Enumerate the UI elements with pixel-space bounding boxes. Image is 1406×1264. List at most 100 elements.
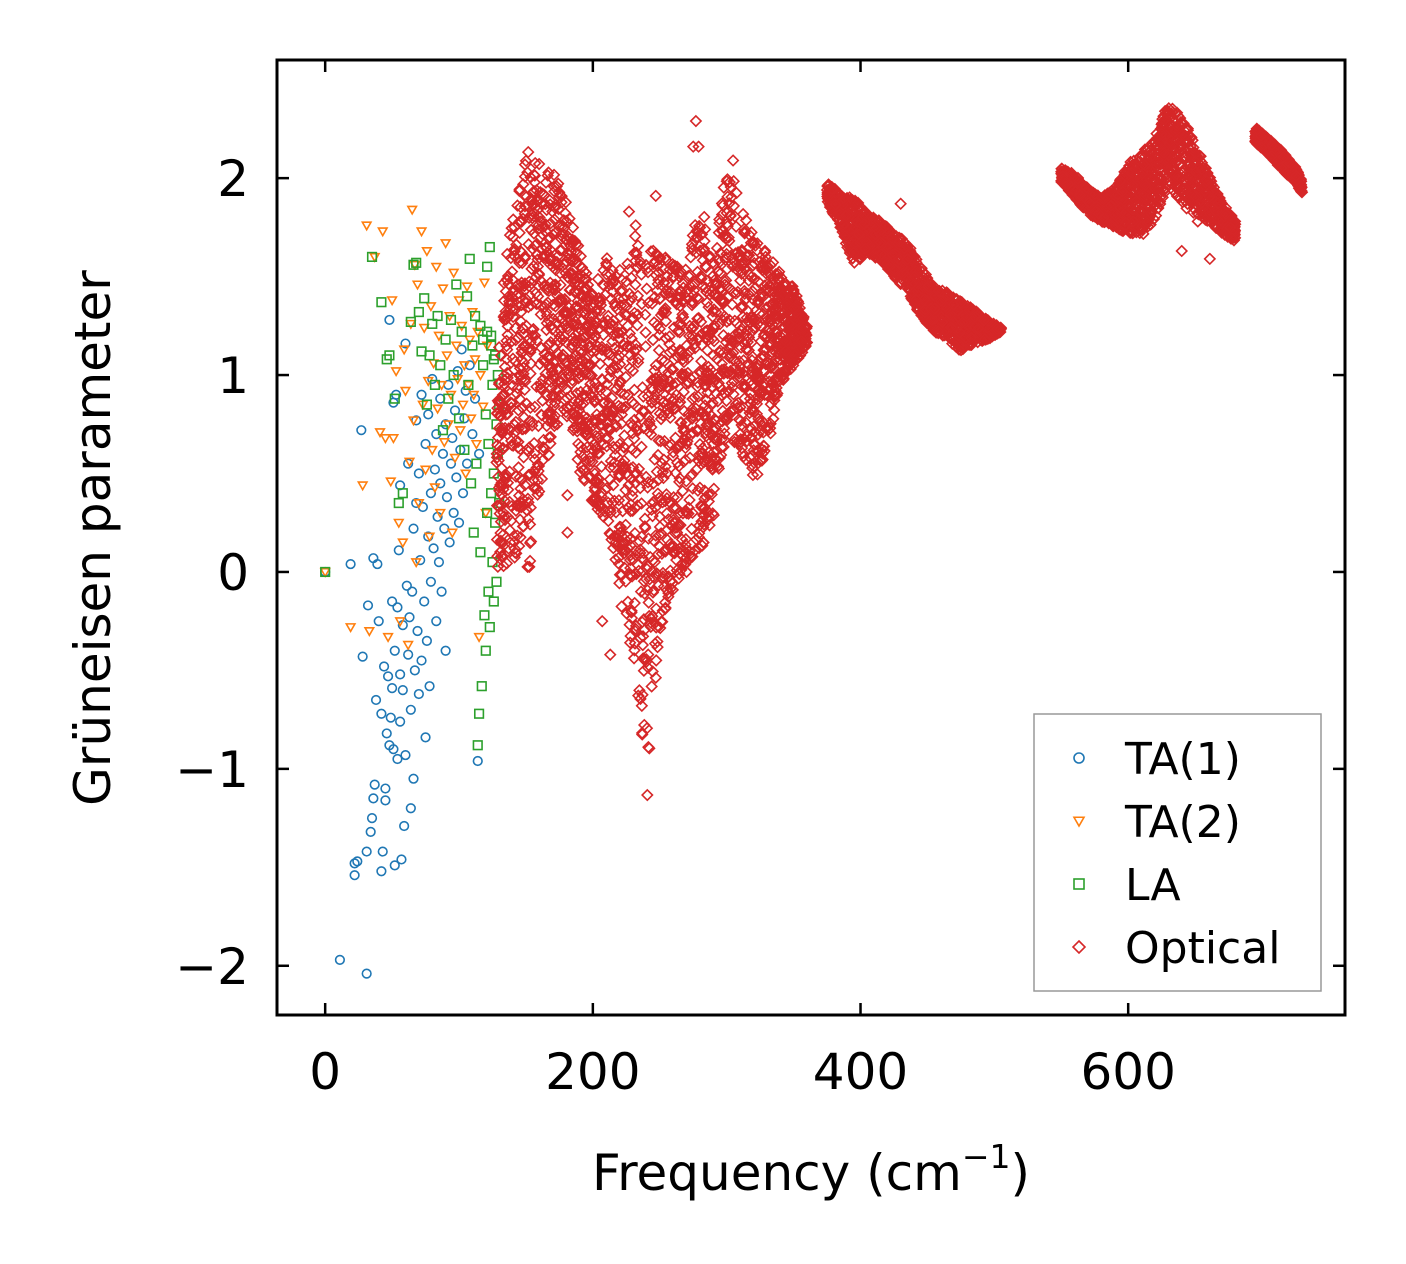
data-point-optical bbox=[607, 461, 621, 474]
data-point-optical bbox=[511, 381, 525, 395]
data-point-optical bbox=[690, 424, 704, 438]
data-point-ta-1- bbox=[429, 464, 441, 475]
data-point-optical bbox=[752, 456, 765, 470]
data-point-optical bbox=[692, 219, 706, 233]
data-point-optical bbox=[704, 250, 718, 264]
data-point-ta-2- bbox=[429, 483, 441, 494]
data-point-optical bbox=[626, 427, 639, 440]
data-point-optical bbox=[746, 402, 759, 415]
data-point-optical bbox=[528, 447, 541, 460]
data-point-optical bbox=[579, 358, 592, 371]
data-point-optical bbox=[778, 320, 792, 334]
data-point-optical bbox=[859, 210, 873, 224]
data-point-ta-2- bbox=[469, 355, 481, 366]
data-point-optical bbox=[641, 788, 654, 802]
data-point-ta-2- bbox=[474, 371, 487, 381]
data-point-ta-1- bbox=[396, 854, 407, 865]
data-point-optical bbox=[675, 285, 688, 298]
data-point-la bbox=[421, 399, 432, 410]
data-point-optical bbox=[694, 499, 708, 512]
data-point-optical bbox=[946, 330, 959, 343]
data-point-optical bbox=[782, 345, 796, 359]
data-point-optical bbox=[766, 303, 780, 316]
data-point-optical bbox=[508, 542, 522, 556]
data-point-optical bbox=[611, 531, 625, 545]
data-point-optical bbox=[562, 249, 576, 262]
data-point-optical bbox=[491, 431, 505, 444]
data-point-ta-2- bbox=[399, 386, 412, 397]
data-point-optical bbox=[964, 331, 978, 345]
data-point-ta-1- bbox=[362, 600, 374, 611]
data-point-la bbox=[473, 708, 485, 719]
data-point-optical bbox=[616, 504, 629, 518]
data-point-ta-2- bbox=[410, 558, 422, 569]
data-point-optical bbox=[743, 406, 756, 420]
data-point-optical bbox=[693, 519, 706, 532]
data-point-optical bbox=[645, 374, 658, 387]
data-point-optical bbox=[562, 364, 576, 377]
data-point-optical bbox=[787, 301, 801, 315]
data-point-optical bbox=[978, 332, 992, 346]
data-point-optical bbox=[531, 473, 545, 487]
data-point-ta-1- bbox=[440, 645, 451, 656]
data-point-ta-2- bbox=[461, 282, 473, 293]
data-point-la bbox=[405, 316, 416, 327]
data-point-optical bbox=[630, 261, 644, 274]
data-point-optical bbox=[661, 381, 675, 395]
data-point-optical bbox=[615, 325, 629, 339]
data-point-optical bbox=[715, 197, 729, 210]
data-point-optical bbox=[559, 305, 572, 319]
data-point-optical bbox=[718, 295, 731, 308]
data-point-optical bbox=[677, 404, 691, 418]
data-point-ta-2- bbox=[421, 246, 433, 257]
data-point-ta-1- bbox=[425, 576, 437, 587]
data-point-optical bbox=[771, 335, 784, 348]
data-point-la bbox=[456, 326, 467, 337]
data-point-optical bbox=[750, 444, 764, 458]
data-point-optical bbox=[518, 383, 531, 397]
data-point-optical bbox=[770, 355, 784, 368]
data-point-optical bbox=[662, 439, 676, 452]
data-point-optical bbox=[680, 416, 693, 429]
data-point-optical bbox=[558, 319, 572, 332]
data-point-optical bbox=[717, 328, 730, 342]
data-point-optical bbox=[579, 428, 593, 442]
data-point-optical bbox=[511, 441, 525, 454]
data-point-optical bbox=[893, 235, 907, 249]
data-point-optical bbox=[623, 294, 637, 308]
data-point-optical bbox=[635, 699, 649, 713]
data-point-optical bbox=[672, 291, 686, 305]
data-point-optical bbox=[591, 340, 605, 353]
data-point-optical bbox=[492, 499, 505, 513]
data-point-ta-1- bbox=[400, 338, 411, 349]
data-point-optical bbox=[683, 451, 697, 465]
data-point-optical bbox=[606, 478, 620, 492]
data-point-la bbox=[490, 517, 501, 528]
data-point-optical bbox=[953, 326, 967, 339]
data-point-ta-2- bbox=[465, 414, 477, 425]
series-ta-1- bbox=[320, 314, 485, 979]
data-point-ta-1- bbox=[407, 586, 418, 597]
data-point-ta-2- bbox=[443, 311, 456, 322]
data-point-optical bbox=[520, 296, 533, 309]
data-point-optical bbox=[968, 310, 982, 324]
data-point-optical bbox=[571, 239, 585, 253]
data-point-la bbox=[467, 340, 478, 351]
data-point-optical bbox=[512, 461, 525, 474]
data-point-optical bbox=[591, 496, 605, 509]
data-point-optical bbox=[516, 422, 530, 436]
data-point-ta-1- bbox=[366, 812, 378, 824]
data-point-optical bbox=[679, 453, 692, 467]
data-point-optical bbox=[528, 156, 542, 170]
data-point-la bbox=[480, 645, 491, 656]
data-point-optical bbox=[731, 264, 744, 278]
data-point-optical bbox=[511, 287, 525, 300]
data-point-optical bbox=[577, 265, 591, 278]
data-point-la bbox=[483, 586, 494, 597]
series-la bbox=[320, 241, 505, 751]
data-point-optical bbox=[602, 371, 616, 385]
data-point-optical bbox=[767, 403, 781, 417]
data-point-optical bbox=[739, 370, 753, 383]
data-point-optical bbox=[620, 275, 633, 288]
data-point-ta-2- bbox=[385, 477, 397, 488]
